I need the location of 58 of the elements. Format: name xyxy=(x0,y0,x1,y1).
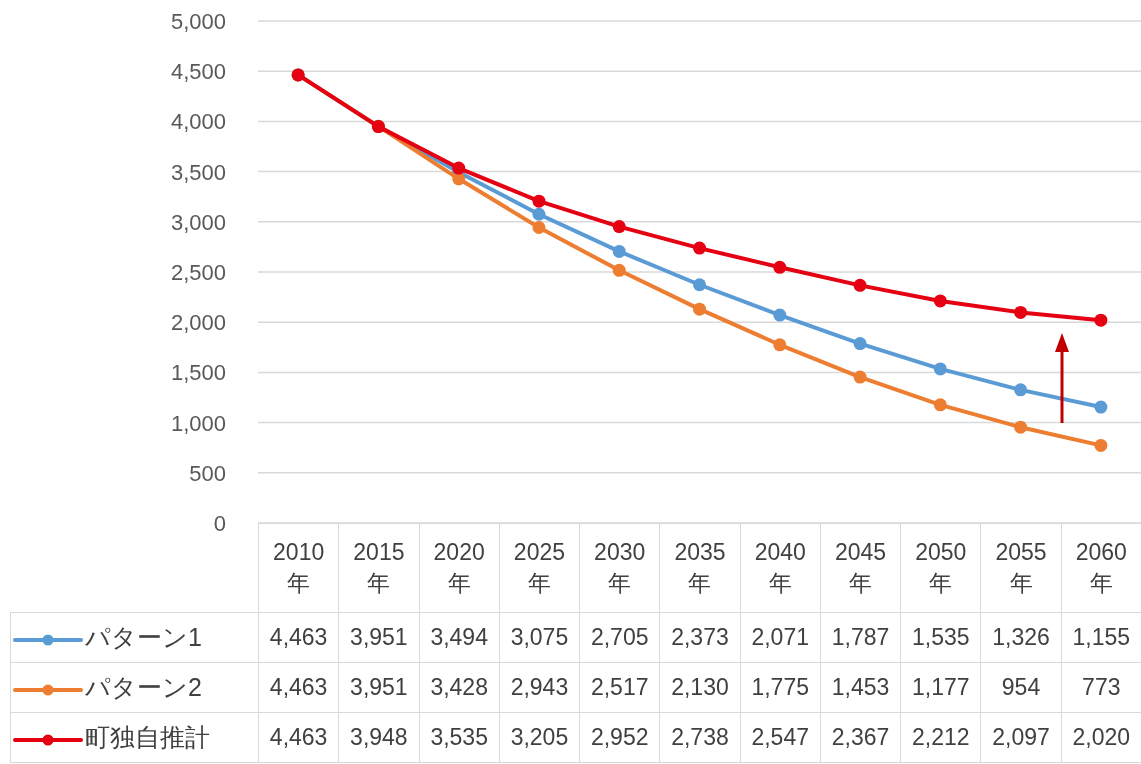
data-label: 3,951 xyxy=(338,662,420,713)
legend-label: 町独自推計 xyxy=(85,722,210,751)
data-label: 1,453 xyxy=(820,662,901,713)
legend-label: パターン2 xyxy=(85,672,202,701)
y-tick-label: 4,500 xyxy=(170,59,226,85)
y-tick-label: 4,000 xyxy=(170,109,226,135)
data-label: 2,943 xyxy=(499,662,580,713)
x-tick-label: 2045年 xyxy=(820,523,901,613)
x-tick-label: 2040年 xyxy=(740,523,821,613)
data-label: 773 xyxy=(1061,662,1141,713)
data-label: 1,535 xyxy=(900,612,981,663)
data-label: 3,428 xyxy=(419,662,500,713)
data-label: 2,705 xyxy=(579,612,660,663)
data-label: 1,155 xyxy=(1061,612,1141,663)
x-tick-label: 2020年 xyxy=(419,523,500,613)
data-label: 2,952 xyxy=(579,712,660,763)
x-tick-label: 2050年 xyxy=(900,523,981,613)
y-tick-label: 3,000 xyxy=(170,209,226,235)
data-label: 2,020 xyxy=(1061,712,1141,763)
data-label: 2,517 xyxy=(579,662,660,713)
data-label: 3,205 xyxy=(499,712,580,763)
y-tick-label: 1,000 xyxy=(170,410,226,436)
data-label: 3,535 xyxy=(419,712,500,763)
data-label: 2,367 xyxy=(820,712,901,763)
x-tick-label: 2025年 xyxy=(499,523,580,613)
data-label: 3,951 xyxy=(338,612,420,663)
x-tick-label: 2030年 xyxy=(579,523,660,613)
data-label: 3,494 xyxy=(419,612,500,663)
data-label: 1,326 xyxy=(980,612,1062,663)
data-label: 3,075 xyxy=(499,612,580,663)
x-tick-label: 2060年 xyxy=(1061,523,1141,613)
data-label: 2,130 xyxy=(659,662,741,713)
data-label: 1,775 xyxy=(740,662,821,713)
data-label: 954 xyxy=(980,662,1062,713)
data-label: 4,463 xyxy=(258,712,339,763)
data-label: 4,463 xyxy=(258,662,339,713)
y-tick-label: 1,500 xyxy=(170,360,226,386)
y-tick-label: 500 xyxy=(189,460,226,486)
data-label: 2,738 xyxy=(659,712,741,763)
data-label: 4,463 xyxy=(258,612,339,663)
x-tick-label: 2010年 xyxy=(258,523,339,613)
data-label: 1,177 xyxy=(900,662,981,713)
data-label: 2,212 xyxy=(900,712,981,763)
data-label: 3,948 xyxy=(338,712,420,763)
y-tick-label: 5,000 xyxy=(170,9,226,34)
x-tick-label: 2035年 xyxy=(659,523,741,613)
data-label: 2,373 xyxy=(659,612,741,663)
x-tick-label: 2015年 xyxy=(338,523,420,613)
y-tick-label: 3,500 xyxy=(170,159,226,185)
legend-label: パターン1 xyxy=(85,622,202,651)
y-tick-label: 0 xyxy=(213,511,226,536)
data-label: 2,097 xyxy=(980,712,1062,763)
y-tick-label: 2,000 xyxy=(170,310,226,336)
x-tick-label: 2055年 xyxy=(980,523,1062,613)
y-tick-label: 2,500 xyxy=(170,260,226,285)
data-label: 1,787 xyxy=(820,612,901,663)
data-label: 2,547 xyxy=(740,712,821,763)
data-label: 2,071 xyxy=(740,612,821,663)
